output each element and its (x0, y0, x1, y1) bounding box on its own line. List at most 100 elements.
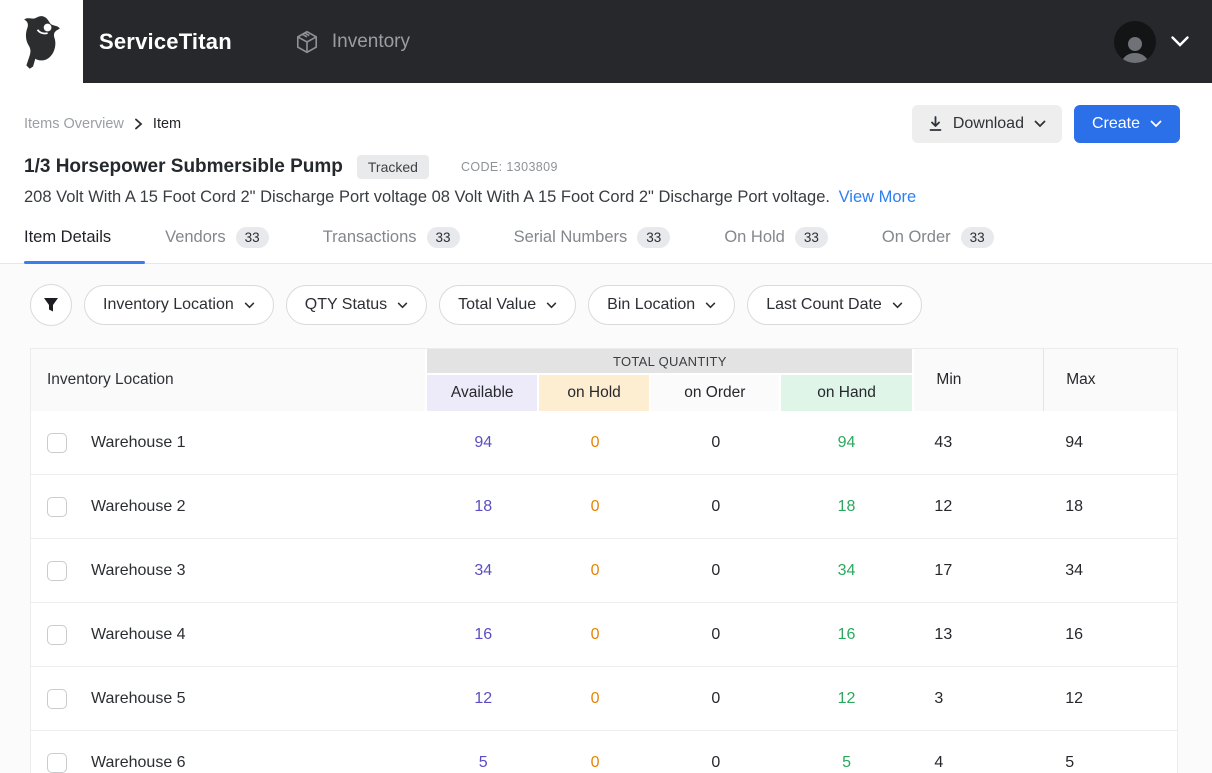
on-hold-value[interactable]: 0 (539, 411, 651, 475)
tab-on-hold[interactable]: On Hold 33 (724, 227, 828, 263)
tab-count-badge: 33 (637, 227, 671, 248)
download-icon (929, 116, 942, 131)
table-row: Warehouse 1 94 0 0 94 43 94 (31, 411, 1177, 475)
brand-name: ServiceTitan (99, 28, 232, 54)
inventory-box-icon (296, 30, 317, 53)
on-hand-value[interactable]: 94 (780, 411, 913, 475)
tab-label: Serial Numbers (513, 228, 628, 246)
row-checkbox[interactable] (47, 560, 67, 581)
location-label: Warehouse 5 (91, 689, 186, 707)
column-header-on-order: on Order (650, 375, 781, 411)
min-value: 17 (912, 539, 1044, 603)
max-value: 94 (1043, 411, 1177, 475)
tab-label: Vendors (165, 228, 226, 246)
filter-bin-location[interactable]: Bin Location (588, 285, 736, 325)
tracked-badge: Tracked (356, 155, 429, 179)
filter-total-value[interactable]: Total Value (439, 285, 577, 325)
on-hand-value[interactable]: 12 (780, 667, 913, 731)
table-row: Warehouse 6 5 0 0 5 4 5 (31, 731, 1177, 773)
on-hand-value[interactable]: 18 (780, 475, 913, 539)
page-head: Items Overview Item Download Cre (0, 83, 1212, 207)
filter-label: Inventory Location (103, 296, 234, 313)
row-checkbox[interactable] (47, 496, 67, 517)
titan-head-icon (23, 15, 60, 69)
tab-serial-numbers[interactable]: Serial Numbers 33 (514, 227, 671, 263)
on-hold-value[interactable]: 0 (539, 539, 651, 603)
chevron-down-icon (1150, 120, 1162, 128)
row-checkbox[interactable] (47, 688, 67, 709)
row-checkbox[interactable] (47, 432, 67, 453)
on-hold-value[interactable]: 0 (539, 603, 651, 667)
avatar-person-icon (1121, 36, 1149, 63)
tab-label: Item Details (24, 228, 112, 246)
filter-inventory-location[interactable]: Inventory Location (84, 285, 274, 325)
breadcrumb-items-overview[interactable]: Items Overview (24, 116, 124, 132)
on-order-value: 0 (650, 411, 781, 475)
tab-item-details[interactable]: Item Details (24, 227, 146, 264)
max-value: 34 (1043, 539, 1177, 603)
page-title: 1/3 Horsepower Submersible Pump (24, 156, 343, 177)
chevron-down-icon (546, 302, 557, 308)
available-value[interactable]: 12 (427, 667, 540, 731)
filter-last-count-date[interactable]: Last Count Date (747, 285, 922, 325)
view-more-link[interactable]: View More (838, 188, 917, 206)
user-avatar[interactable] (1114, 20, 1156, 63)
on-hand-value[interactable]: 16 (780, 603, 913, 667)
location-label: Warehouse 6 (91, 753, 186, 771)
tab-transactions[interactable]: Transactions 33 (323, 227, 460, 263)
head-actions: Download Create (911, 105, 1180, 143)
max-value: 12 (1043, 667, 1177, 731)
filter-label: Bin Location (607, 296, 696, 313)
filter-bar: Inventory Location QTY Status Total Valu… (30, 284, 1180, 326)
available-value[interactable]: 16 (427, 603, 540, 667)
download-button[interactable]: Download (911, 105, 1062, 143)
available-value[interactable]: 34 (427, 539, 540, 603)
on-hold-value[interactable]: 0 (539, 475, 651, 539)
filter-label: Last Count Date (766, 296, 882, 313)
available-value[interactable]: 5 (427, 731, 539, 773)
tab-count-badge: 33 (794, 227, 828, 248)
funnel-icon (44, 298, 58, 312)
max-value: 18 (1043, 475, 1177, 539)
column-header-inventory-location: Inventory Location (31, 349, 428, 411)
chevron-down-icon (397, 302, 408, 308)
max-value: 16 (1043, 603, 1177, 667)
tab-vendors[interactable]: Vendors 33 (165, 227, 269, 263)
create-button[interactable]: Create (1073, 105, 1180, 143)
min-value: 3 (912, 667, 1044, 731)
item-description: 208 Volt With A 15 Foot Cord 2" Discharg… (24, 188, 1180, 207)
filter-qty-status[interactable]: QTY Status (285, 285, 428, 325)
tab-count-badge: 33 (960, 227, 994, 248)
on-hold-value[interactable]: 0 (539, 731, 651, 773)
download-button-label: Download (952, 115, 1024, 132)
main-content: Inventory Location QTY Status Total Valu… (0, 264, 1212, 773)
row-checkbox[interactable] (47, 624, 67, 645)
column-group-total-quantity: TOTAL QUANTITY (427, 349, 913, 375)
on-hand-value[interactable]: 34 (780, 539, 913, 603)
breadcrumb: Items Overview Item (24, 116, 181, 132)
user-menu (1114, 20, 1212, 63)
servicetitan-logo[interactable] (0, 0, 83, 83)
tab-on-order[interactable]: On Order 33 (882, 227, 994, 263)
chevron-down-icon (1034, 120, 1046, 128)
min-value: 12 (912, 475, 1044, 539)
nav-app-inventory[interactable]: Inventory (294, 29, 410, 55)
inventory-table: Inventory Location TOTAL QUANTITY Min Ma… (30, 348, 1178, 773)
max-value: 5 (1043, 731, 1177, 773)
tab-label: Transactions (322, 228, 417, 246)
chevron-down-icon (892, 302, 903, 308)
row-checkbox[interactable] (47, 752, 67, 773)
nav-app-label: Inventory (331, 30, 410, 52)
on-hold-value[interactable]: 0 (539, 667, 651, 731)
user-menu-chevron-icon[interactable] (1170, 35, 1190, 48)
tab-count-badge: 33 (235, 227, 269, 248)
table-body: Warehouse 1 94 0 0 94 43 94 Warehouse 2 (31, 411, 1177, 773)
on-hand-value[interactable]: 5 (781, 731, 913, 773)
available-value[interactable]: 94 (427, 411, 540, 475)
create-button-label: Create (1091, 115, 1140, 132)
filter-button[interactable] (30, 284, 72, 326)
available-value[interactable]: 18 (427, 475, 540, 539)
chevron-down-icon (705, 302, 716, 308)
item-description-text: 208 Volt With A 15 Foot Cord 2" Discharg… (24, 188, 830, 206)
location-label: Warehouse 2 (91, 497, 186, 515)
